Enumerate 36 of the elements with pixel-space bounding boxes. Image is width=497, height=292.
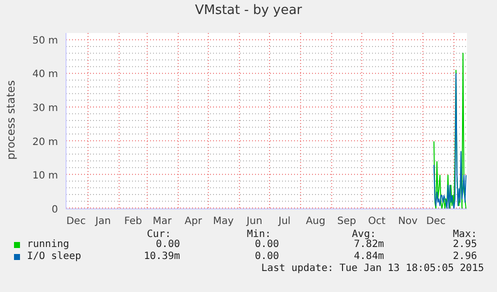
- text: 0.00: [154, 239, 180, 250]
- legend-label: I/O sleep: [27, 251, 82, 262]
- text: 7.82m: [354, 239, 384, 250]
- y-tick-label: 30 m: [32, 103, 58, 114]
- text: Last update: Tue Jan 13 18:05:05 2015: [261, 263, 484, 274]
- chart-title: VMstat - by year: [194, 3, 304, 18]
- y-tick-label: 20 m: [32, 136, 58, 148]
- x-tick-label: Jul: [278, 216, 291, 228]
- y-tick-label: 10 m: [32, 170, 58, 182]
- legend-label: running: [27, 239, 70, 250]
- y-tick-label: 40 m: [32, 69, 58, 80]
- text: Max:: [452, 229, 477, 240]
- x-tick-label: Apr: [184, 216, 203, 228]
- y-axis-title: process states: [4, 80, 18, 160]
- text: 0.00: [254, 239, 279, 250]
- text: Min:: [246, 229, 271, 240]
- x-tick-label: Jun: [246, 216, 262, 228]
- x-tick-label: Dec: [426, 216, 446, 228]
- text: 2.95: [452, 239, 477, 250]
- x-tick-label: Jan: [94, 216, 111, 228]
- text: 10.39m: [142, 251, 180, 262]
- text: Avg:: [350, 229, 376, 240]
- x-tick-label: Dec: [66, 216, 86, 228]
- y-tick-label: 0: [52, 204, 58, 216]
- text: 2.96: [452, 251, 477, 262]
- y-tick-label: 50 m: [32, 35, 58, 46]
- x-tick-label: Feb: [124, 216, 142, 228]
- x-tick-label: Aug: [306, 216, 326, 228]
- text: Cur:: [146, 229, 171, 240]
- x-tick-label: May: [213, 216, 234, 228]
- x-tick-label: Mar: [152, 216, 173, 228]
- x-tick-label: Nov: [398, 216, 418, 228]
- x-tick-label: Sep: [337, 216, 356, 228]
- text: 4.84m: [352, 251, 384, 262]
- x-tick-label: Oct: [368, 216, 386, 228]
- text: 0.00: [254, 251, 279, 262]
